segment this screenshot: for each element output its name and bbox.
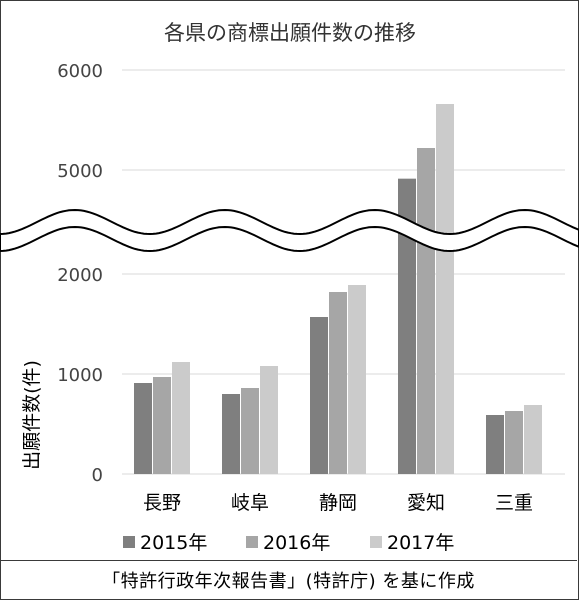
bar: [398, 178, 416, 474]
y-tick-labels: 0 1000 2000 5000 6000: [57, 61, 103, 486]
x-tick-label: 長野: [143, 492, 181, 514]
y-tick-label: 0: [92, 465, 103, 486]
legend: 2015年 2016年 2017年: [123, 532, 454, 554]
bar: [172, 362, 190, 474]
legend-swatch: [246, 536, 258, 548]
bars: [134, 104, 542, 474]
y-axis-label: 出願件数(件): [21, 360, 43, 470]
x-tick-label: 三重: [495, 492, 533, 514]
bar: [241, 388, 259, 474]
y-tick-label: 6000: [57, 61, 103, 82]
bar: [436, 104, 454, 474]
chart-title: 各県の商標出願件数の推移: [164, 21, 416, 45]
x-tick-labels: 長野 岐阜 静岡 愛知 三重: [143, 492, 533, 514]
source-note: 「特許行政年次報告書」(特許庁) を基に作成: [0, 560, 577, 599]
y-tick-label: 5000: [57, 161, 103, 182]
legend-label: 2016年: [263, 532, 330, 554]
bar: [505, 411, 523, 474]
legend-swatch: [370, 536, 382, 548]
bar: [486, 415, 504, 474]
axis-break: [0, 208, 579, 253]
y-tick-label: 1000: [57, 365, 103, 386]
bar: [153, 377, 171, 474]
y-tick-label: 2000: [57, 265, 103, 286]
x-tick-label: 静岡: [319, 492, 357, 514]
bar: [329, 292, 347, 474]
bar: [524, 405, 542, 474]
x-tick-label: 岐阜: [231, 492, 269, 514]
legend-swatch: [123, 536, 135, 548]
bar: [222, 394, 240, 474]
bar: [260, 366, 278, 474]
bar: [417, 148, 435, 474]
bar: [310, 317, 328, 474]
legend-label: 2017年: [387, 532, 454, 554]
bar: [134, 383, 152, 474]
legend-label: 2015年: [140, 532, 207, 554]
bar: [348, 285, 366, 474]
x-tick-label: 愛知: [407, 492, 445, 514]
